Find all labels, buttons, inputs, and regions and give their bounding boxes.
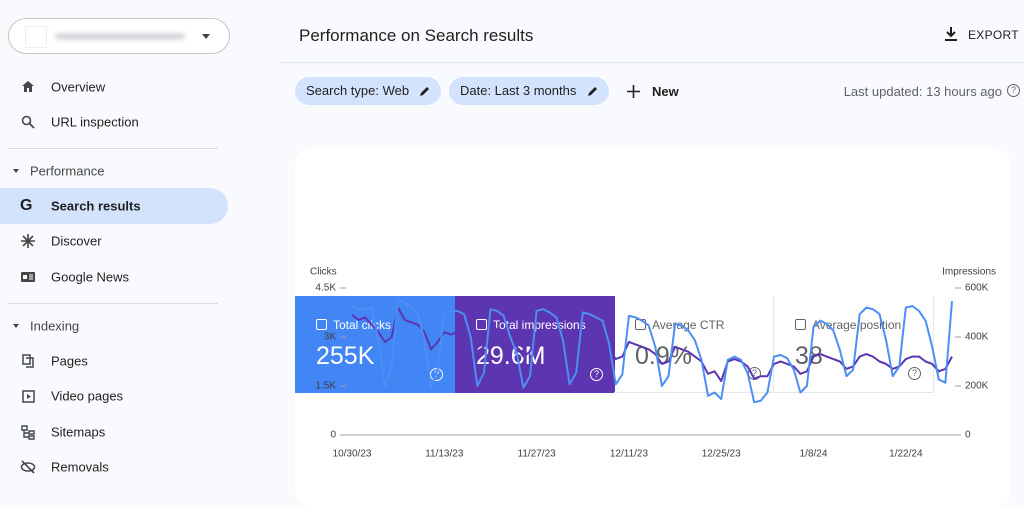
icon-discover [21, 234, 35, 248]
series-line [351, 306, 953, 383]
metric-card[interactable]: Average position 38? [774, 296, 934, 393]
y-tick-label: 4.5K [315, 283, 336, 294]
help-icon[interactable]: ? [908, 367, 921, 380]
icon-edit [588, 87, 597, 96]
metric-value: 255K [316, 342, 375, 370]
help-icon[interactable]: ? [1007, 84, 1020, 97]
y-tick-label: 3K [324, 332, 337, 343]
series-line [351, 298, 953, 404]
export-button[interactable]: EXPORT [968, 28, 1019, 42]
filter-chip[interactable]: Search type: Web [295, 77, 441, 105]
checkbox [795, 319, 806, 330]
y-tick-label: 1.5K [315, 381, 336, 392]
nav-item[interactable]: Video pages [51, 388, 124, 404]
nav-item[interactable]: Removals [51, 459, 109, 475]
icon-news [21, 272, 35, 282]
page-title: Performance on Search results [299, 26, 534, 45]
icon-home [22, 81, 34, 92]
icon-edit [420, 87, 429, 96]
page: Overview URL inspection Performance G Se… [0, 18, 1024, 475]
x-tick-label: 1/8/24 [800, 449, 828, 460]
nav-section[interactable]: Indexing [30, 318, 80, 334]
icon-download [945, 27, 957, 41]
y2-tick-label: 200K [965, 381, 989, 392]
nav-item[interactable]: Pages [51, 353, 88, 369]
icon-sitemaps [21, 425, 35, 440]
collapse-arrow[interactable] [13, 324, 19, 328]
icon-plus [627, 85, 640, 98]
y-axis-title: Clicks [310, 267, 337, 278]
x-tick-label: 12/25/23 [702, 449, 741, 460]
icon-search [21, 115, 35, 129]
y2-tick-label: 0 [965, 430, 971, 441]
metric-label: Total impressions [493, 318, 586, 332]
nav-item[interactable]: Discover [51, 233, 102, 249]
icon-removals [20, 460, 36, 474]
checkbox [316, 319, 327, 330]
performance-card: Total clicks 255K? Total impressions 29.6M… [295, 148, 1010, 508]
nav-item[interactable]: Overview [51, 79, 106, 95]
x-tick-label: 11/13/23 [425, 449, 464, 460]
x-tick-label: 11/27/23 [518, 449, 557, 460]
nav-item[interactable]: Sitemaps [51, 424, 106, 440]
nav-item[interactable]: URL inspection [51, 114, 139, 130]
x-tick-label: 1/22/24 [889, 449, 923, 460]
active-highlight [0, 188, 228, 224]
x-tick-label: 10/30/23 [333, 449, 372, 460]
y2-axis-title: Impressions [942, 267, 996, 278]
metric-label: Average position [812, 318, 902, 332]
separator [8, 303, 218, 304]
chart: Clicks Impressions 0 1.5K 3K 4.5K 0 200K 400K 6… [310, 267, 996, 460]
property-selector[interactable] [8, 18, 230, 54]
metric-label: Average CTR [652, 318, 725, 332]
property-icon [25, 26, 47, 48]
metric-card[interactable]: Total clicks 255K? [295, 296, 455, 393]
y2-tick-label: 400K [965, 332, 989, 343]
checkbox [476, 319, 487, 330]
header-divider [280, 62, 1024, 63]
icon-video [22, 390, 35, 403]
help-icon[interactable]: ? [590, 368, 603, 381]
chip-label: Search type: Web [306, 83, 410, 98]
x-tick-label: 12/11/23 [610, 449, 649, 460]
collapse-arrow[interactable] [13, 169, 19, 173]
y-tick-label: 0 [330, 430, 336, 441]
new-filter-button[interactable]: New [652, 84, 679, 99]
nav-section[interactable]: Performance [30, 163, 105, 179]
icon-pages [22, 354, 34, 368]
icon-google: G [20, 197, 33, 214]
separator [8, 148, 218, 149]
last-updated: Last updated: 13 hours ago [843, 84, 1002, 99]
y2-tick-label: 600K [965, 283, 989, 294]
dropdown-arrow [202, 34, 210, 39]
filter-chip[interactable]: Date: Last 3 months [449, 77, 609, 105]
nav-item[interactable]: Search results [51, 198, 141, 214]
nav-item[interactable]: Google News [51, 269, 130, 285]
chip-label: Date: Last 3 months [460, 83, 577, 98]
property-name-blurred [55, 33, 185, 40]
